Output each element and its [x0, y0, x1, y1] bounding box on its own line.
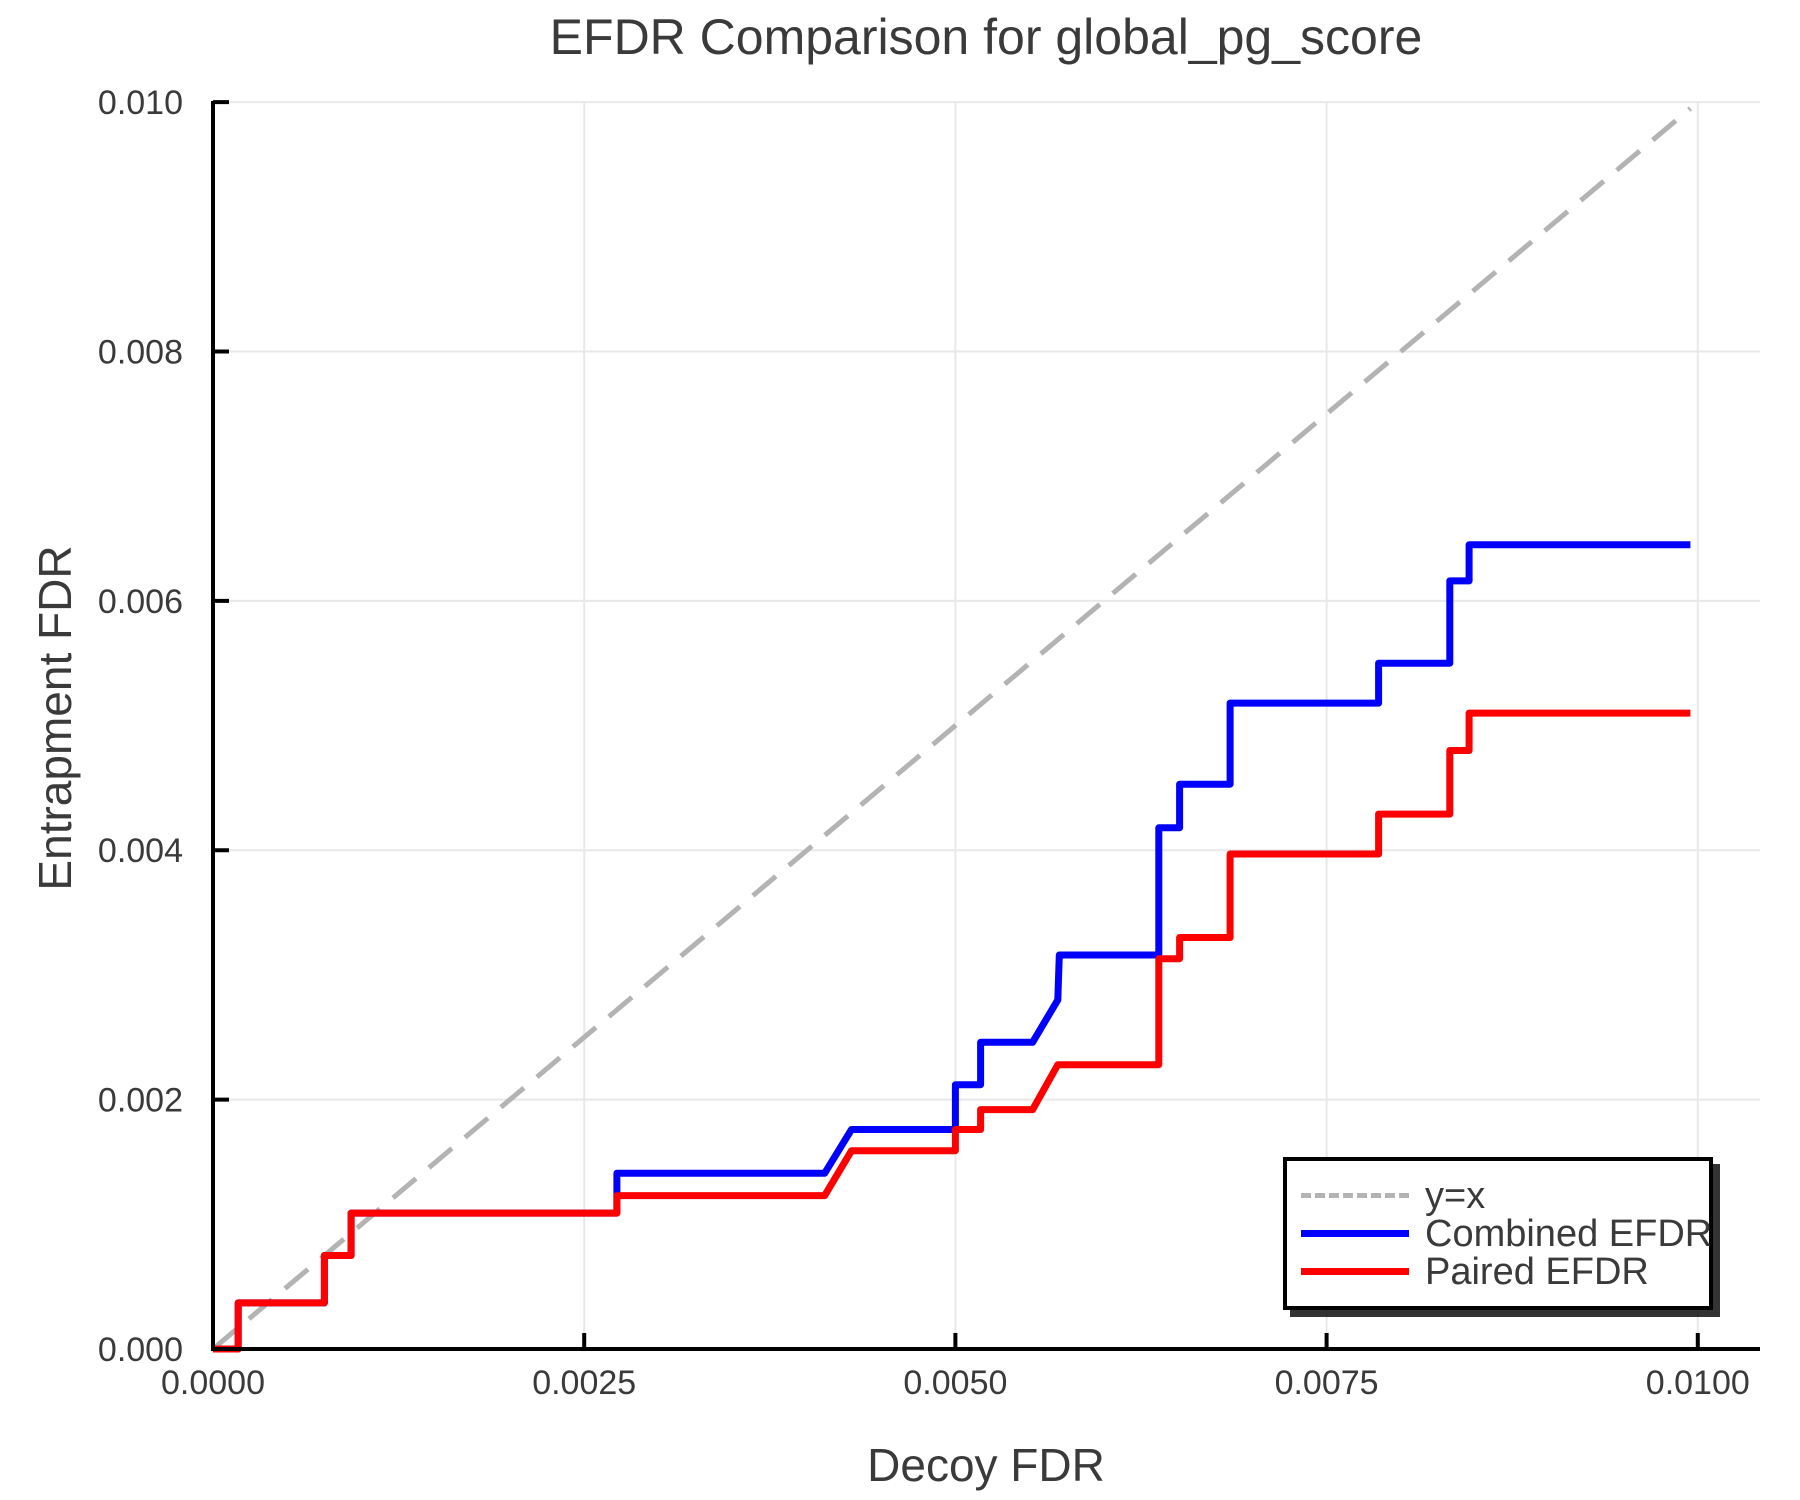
legend-label-paired-efdr: Paired EFDR	[1425, 1250, 1649, 1293]
legend-line-sample-paired-efdr	[1301, 1268, 1409, 1275]
legend-line-sample-yx	[1301, 1193, 1409, 1198]
y-axis-label: Entrapment FDR	[29, 545, 81, 891]
y-tick-label: 0.008	[98, 333, 183, 371]
x-tick-label: 0.0075	[1275, 1364, 1379, 1402]
legend-item-paired-efdr: Paired EFDR	[1301, 1253, 1709, 1291]
series-line-y-x	[211, 106, 1693, 1351]
y-tick-label: 0.002	[98, 1082, 183, 1120]
y-tick-label: 0.000	[98, 1331, 183, 1369]
legend-item-combined-efdr: Combined EFDR	[1301, 1212, 1713, 1255]
series-line-paired-efdr	[213, 709, 1691, 1353]
x-axis-label: Decoy FDR	[867, 1439, 1105, 1491]
x-tick-label: 0.0100	[1646, 1364, 1750, 1402]
chart-title: EFDR Comparison for global_pg_score	[549, 9, 1423, 65]
legend-label-yx: y=x	[1425, 1174, 1486, 1217]
x-tick-label: 0.0000	[161, 1364, 265, 1402]
legend-label-combined-efdr: Combined EFDR	[1425, 1212, 1713, 1255]
x-tick-label: 0.0025	[532, 1364, 636, 1402]
y-tick-label: 0.010	[98, 84, 183, 122]
y-tick-label: 0.004	[98, 832, 183, 870]
legend: y=x Combined EFDR Paired EFDR	[1283, 1157, 1713, 1310]
y-tick-label: 0.006	[98, 583, 183, 621]
legend-line-sample-combined-efdr	[1301, 1230, 1409, 1237]
legend-item-yx: y=x	[1301, 1177, 1709, 1215]
x-tick-label: 0.0050	[903, 1364, 1007, 1402]
